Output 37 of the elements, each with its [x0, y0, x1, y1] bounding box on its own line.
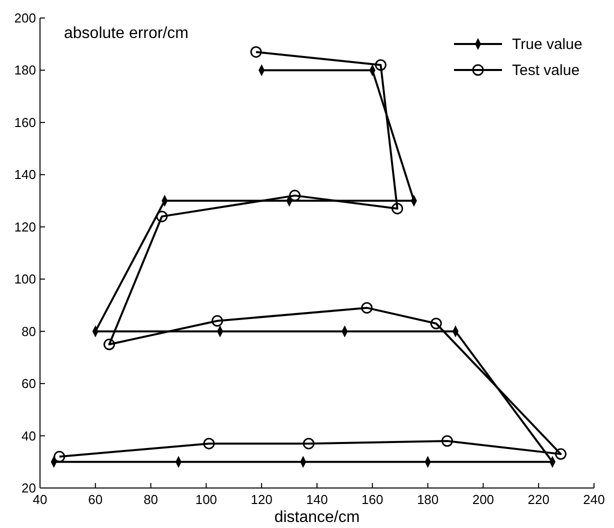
point	[374, 59, 386, 71]
x-tick-label: 220	[528, 492, 550, 507]
point	[441, 435, 453, 447]
y-tick-label: 200	[14, 10, 36, 26]
y-axis-title: absolute error/cm	[64, 25, 188, 42]
y-tick-label: 120	[14, 219, 36, 234]
x-axis-title: distance/cm	[274, 509, 360, 526]
point	[250, 46, 262, 58]
y-tick-label: 40	[22, 428, 36, 444]
point	[302, 438, 314, 450]
x-tick-label: 120	[250, 492, 272, 507]
point	[430, 318, 442, 330]
point	[203, 438, 215, 450]
point	[555, 448, 567, 460]
y-tick-label: 160	[14, 114, 36, 130]
x-tick-label: 240	[583, 492, 605, 507]
x-tick-label: 100	[195, 492, 218, 507]
x-tick-label: 140	[306, 492, 328, 507]
point	[289, 190, 301, 202]
y-tick-label: 80	[22, 324, 36, 339]
point	[104, 338, 115, 350]
point	[361, 302, 373, 314]
y-tick-label: 100	[14, 272, 36, 287]
y-tick-label: 60	[22, 376, 36, 392]
point	[212, 315, 224, 327]
point	[54, 450, 66, 462]
legend-label: True value	[512, 36, 582, 53]
point	[156, 210, 168, 222]
x-tick-label: 200	[472, 492, 494, 507]
x-tick-label: 60	[88, 492, 103, 507]
legend-label: Test value	[512, 62, 580, 79]
x-tick-label: 160	[362, 492, 384, 507]
x-tick-label: 180	[416, 492, 439, 507]
x-tick-label: 80	[144, 492, 158, 507]
point	[392, 202, 404, 214]
y-tick-label: 180	[14, 62, 36, 78]
y-tick-label: 140	[14, 167, 36, 182]
